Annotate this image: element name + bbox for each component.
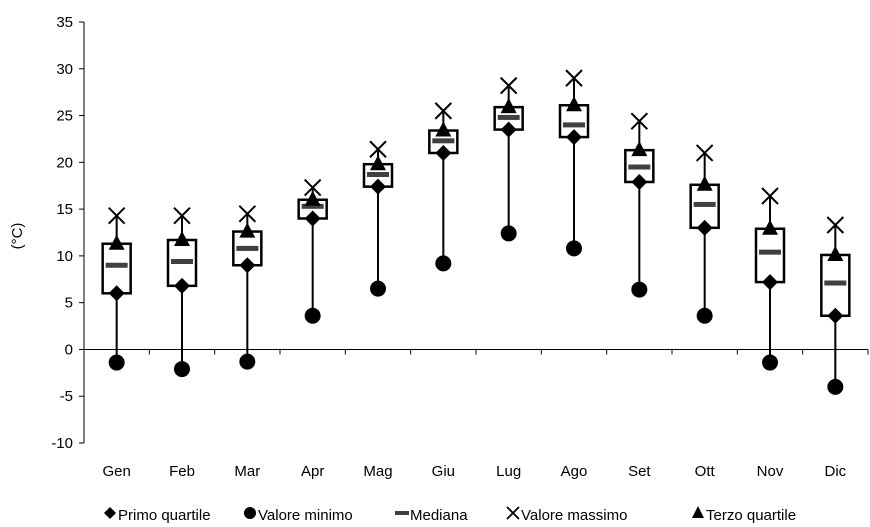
max-marker	[303, 178, 322, 197]
median-marker	[628, 164, 651, 170]
q1-marker	[566, 129, 582, 146]
median-marker	[432, 138, 455, 144]
q3-marker	[108, 234, 125, 250]
min-marker	[174, 361, 190, 378]
x-tick-label: Mar	[234, 463, 260, 480]
legend-label: Valore minimo	[258, 507, 353, 524]
min-marker	[631, 281, 648, 298]
y-tick-label: 15	[56, 201, 73, 218]
x-tick-label: Set	[628, 463, 651, 480]
box-group	[101, 69, 851, 395]
median-marker	[367, 171, 389, 177]
q1-marker	[108, 285, 125, 302]
x-tick-label: Giu	[432, 463, 455, 480]
q1-marker	[304, 210, 321, 227]
x-tick-label: Mag	[363, 463, 392, 480]
y-tick-label: -5	[60, 388, 73, 405]
x-tick-label: Gen	[102, 463, 130, 480]
median-marker	[759, 249, 781, 255]
legend: Primo quartile Valore minimo Mediana Valore…	[104, 506, 796, 524]
legend-dash-icon	[395, 511, 409, 515]
max-marker	[826, 216, 845, 234]
median-marker	[693, 201, 716, 207]
min-marker	[370, 280, 386, 297]
min-marker	[435, 255, 452, 272]
max-marker	[238, 205, 257, 223]
y-tick-label: 0	[65, 341, 73, 358]
legend-label: Terzo quartile	[706, 507, 796, 524]
min-marker	[696, 307, 713, 324]
median-marker	[171, 259, 193, 265]
x-tick-label: Nov	[757, 463, 784, 480]
q3-marker	[370, 155, 386, 171]
min-marker	[827, 378, 844, 395]
max-marker	[369, 140, 387, 158]
q3-marker	[696, 175, 713, 191]
legend-circle-icon	[244, 507, 256, 519]
q1-marker	[500, 121, 517, 138]
q1-marker	[435, 144, 452, 161]
y-tick-label: -10	[51, 435, 73, 452]
q1-marker	[239, 257, 256, 274]
q3-marker	[762, 219, 778, 235]
x-tick-label: Lug	[496, 463, 521, 480]
y-tick-label: 30	[56, 61, 73, 78]
legend-label: Mediana	[410, 507, 468, 524]
legend-diamond-icon	[104, 507, 116, 519]
min-marker	[500, 225, 517, 242]
max-marker	[761, 187, 779, 205]
min-marker	[108, 354, 125, 371]
q3-marker	[304, 190, 321, 206]
q1-marker	[827, 307, 844, 324]
median-marker	[236, 245, 259, 251]
y-tick-label: 20	[56, 154, 73, 171]
max-marker	[499, 76, 518, 95]
x-tick-label: Apr	[301, 463, 324, 480]
min-marker	[304, 307, 321, 324]
y-tick-label: 10	[56, 248, 73, 265]
max-marker	[107, 206, 126, 225]
min-marker	[566, 240, 582, 257]
q1-marker	[762, 274, 778, 291]
legend-label: Valore massimo	[521, 507, 627, 524]
q1-marker	[174, 277, 190, 294]
q3-marker	[500, 98, 517, 114]
y-tick-label: 25	[56, 108, 73, 125]
x-tick-label: Dic	[824, 463, 846, 480]
legend-triangle-icon	[692, 506, 704, 518]
q3-marker	[631, 141, 648, 157]
min-marker	[762, 354, 778, 371]
max-marker	[630, 112, 649, 130]
q3-marker	[174, 230, 190, 246]
legend-cross-icon	[506, 506, 520, 520]
max-marker	[565, 69, 583, 87]
y-tick-label: 35	[56, 14, 73, 31]
max-marker	[695, 144, 714, 162]
median-marker	[105, 262, 128, 268]
median-marker	[563, 122, 585, 128]
legend-label: Primo quartile	[118, 507, 211, 524]
x-tick-label: Feb	[169, 463, 195, 480]
x-tick-label: Ago	[561, 463, 588, 480]
median-marker	[824, 280, 847, 286]
q3-marker	[566, 96, 582, 112]
x-tick-label: Ott	[695, 463, 716, 480]
axes: -10 -5 0 5 10 15 20 25 30 35 Gen Feb Mar Apr Mag Giu Lug…	[51, 14, 869, 480]
q3-marker	[827, 245, 844, 261]
max-marker	[434, 102, 453, 120]
median-marker	[301, 203, 324, 209]
q1-marker	[696, 219, 713, 236]
q1-marker	[631, 173, 648, 190]
y-tick-label: 5	[65, 295, 73, 312]
y-axis-label: (°C)	[9, 223, 26, 250]
max-marker	[173, 206, 191, 225]
q1-marker	[370, 178, 386, 195]
q3-marker	[239, 222, 256, 238]
median-marker	[497, 114, 520, 120]
min-marker	[239, 353, 256, 370]
q3-marker	[435, 121, 452, 137]
